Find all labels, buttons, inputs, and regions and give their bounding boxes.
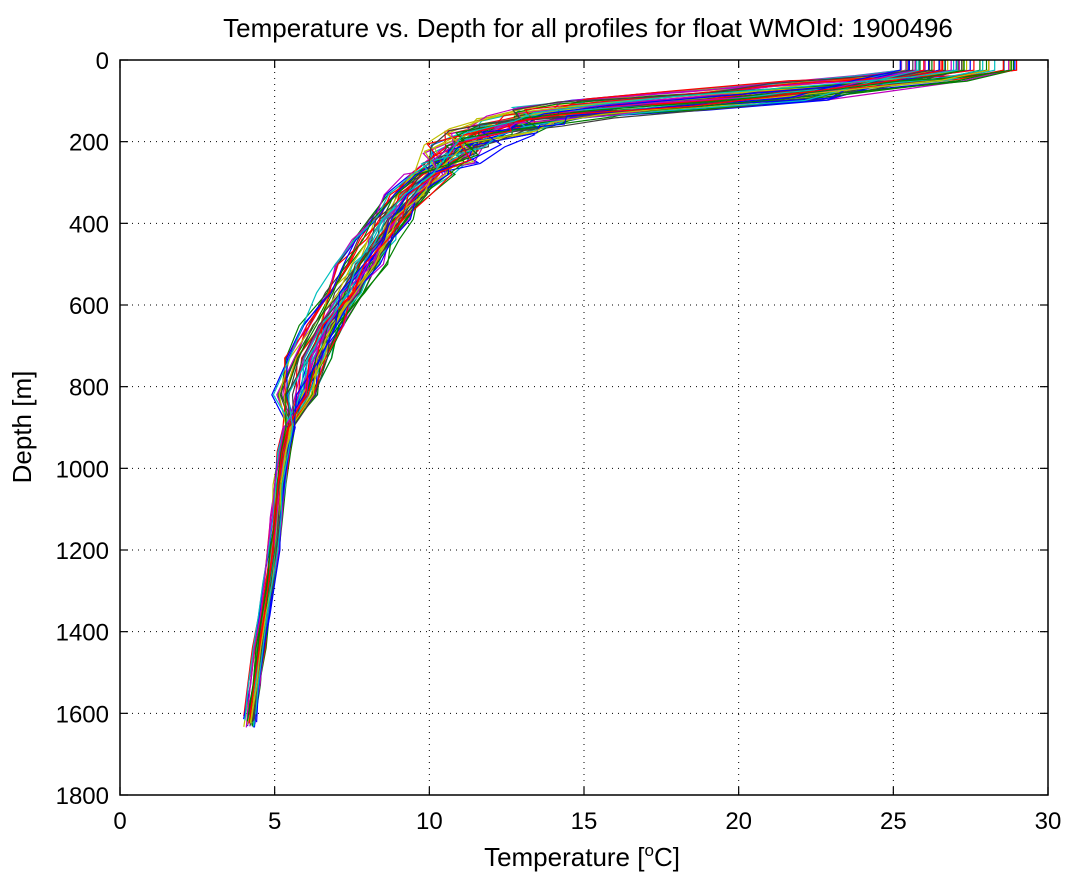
x-tick-label: 10 xyxy=(416,808,443,835)
y-tick-label: 0 xyxy=(96,48,109,75)
profile-line xyxy=(245,60,916,728)
profile-line xyxy=(253,60,914,721)
profile-line xyxy=(246,60,965,722)
profile-line xyxy=(255,60,958,715)
y-tick-label: 1200 xyxy=(56,538,109,565)
profile-line xyxy=(249,60,944,719)
x-tick-label: 25 xyxy=(880,808,907,835)
profile-line xyxy=(256,60,901,723)
axes: 0 5 10 15 20 25 30 0 200 400 600 800 1000 1200 1400 160… xyxy=(56,48,1062,835)
x-axis-label: Temperature [oC] xyxy=(484,841,680,872)
y-tick-label: 600 xyxy=(69,293,109,320)
x-tick-label: 15 xyxy=(571,808,598,835)
x-tick-label: 0 xyxy=(113,808,126,835)
y-tick-label: 800 xyxy=(69,375,109,402)
x-axis-label-superscript: o xyxy=(644,841,653,860)
profile-line xyxy=(253,60,960,719)
x-axis-label-end: C] xyxy=(654,842,680,872)
x-tick-label: 20 xyxy=(725,808,752,835)
y-tick-label: 200 xyxy=(69,130,109,157)
x-tick-label: 30 xyxy=(1035,808,1062,835)
x-tick-label: 5 xyxy=(268,808,281,835)
y-tick-label: 1600 xyxy=(56,701,109,728)
y-tick-label: 1400 xyxy=(56,620,109,647)
y-tick-label: 1000 xyxy=(56,456,109,483)
y-axis-label: Depth [m] xyxy=(7,371,37,484)
chart-title: Temperature vs. Depth for all profiles f… xyxy=(223,13,953,43)
y-tick-label: 1800 xyxy=(56,783,109,810)
grid xyxy=(120,60,1048,795)
profile-lines xyxy=(243,60,1018,728)
y-tick-label: 400 xyxy=(69,211,109,238)
x-axis-label-main: Temperature [ xyxy=(484,842,645,872)
